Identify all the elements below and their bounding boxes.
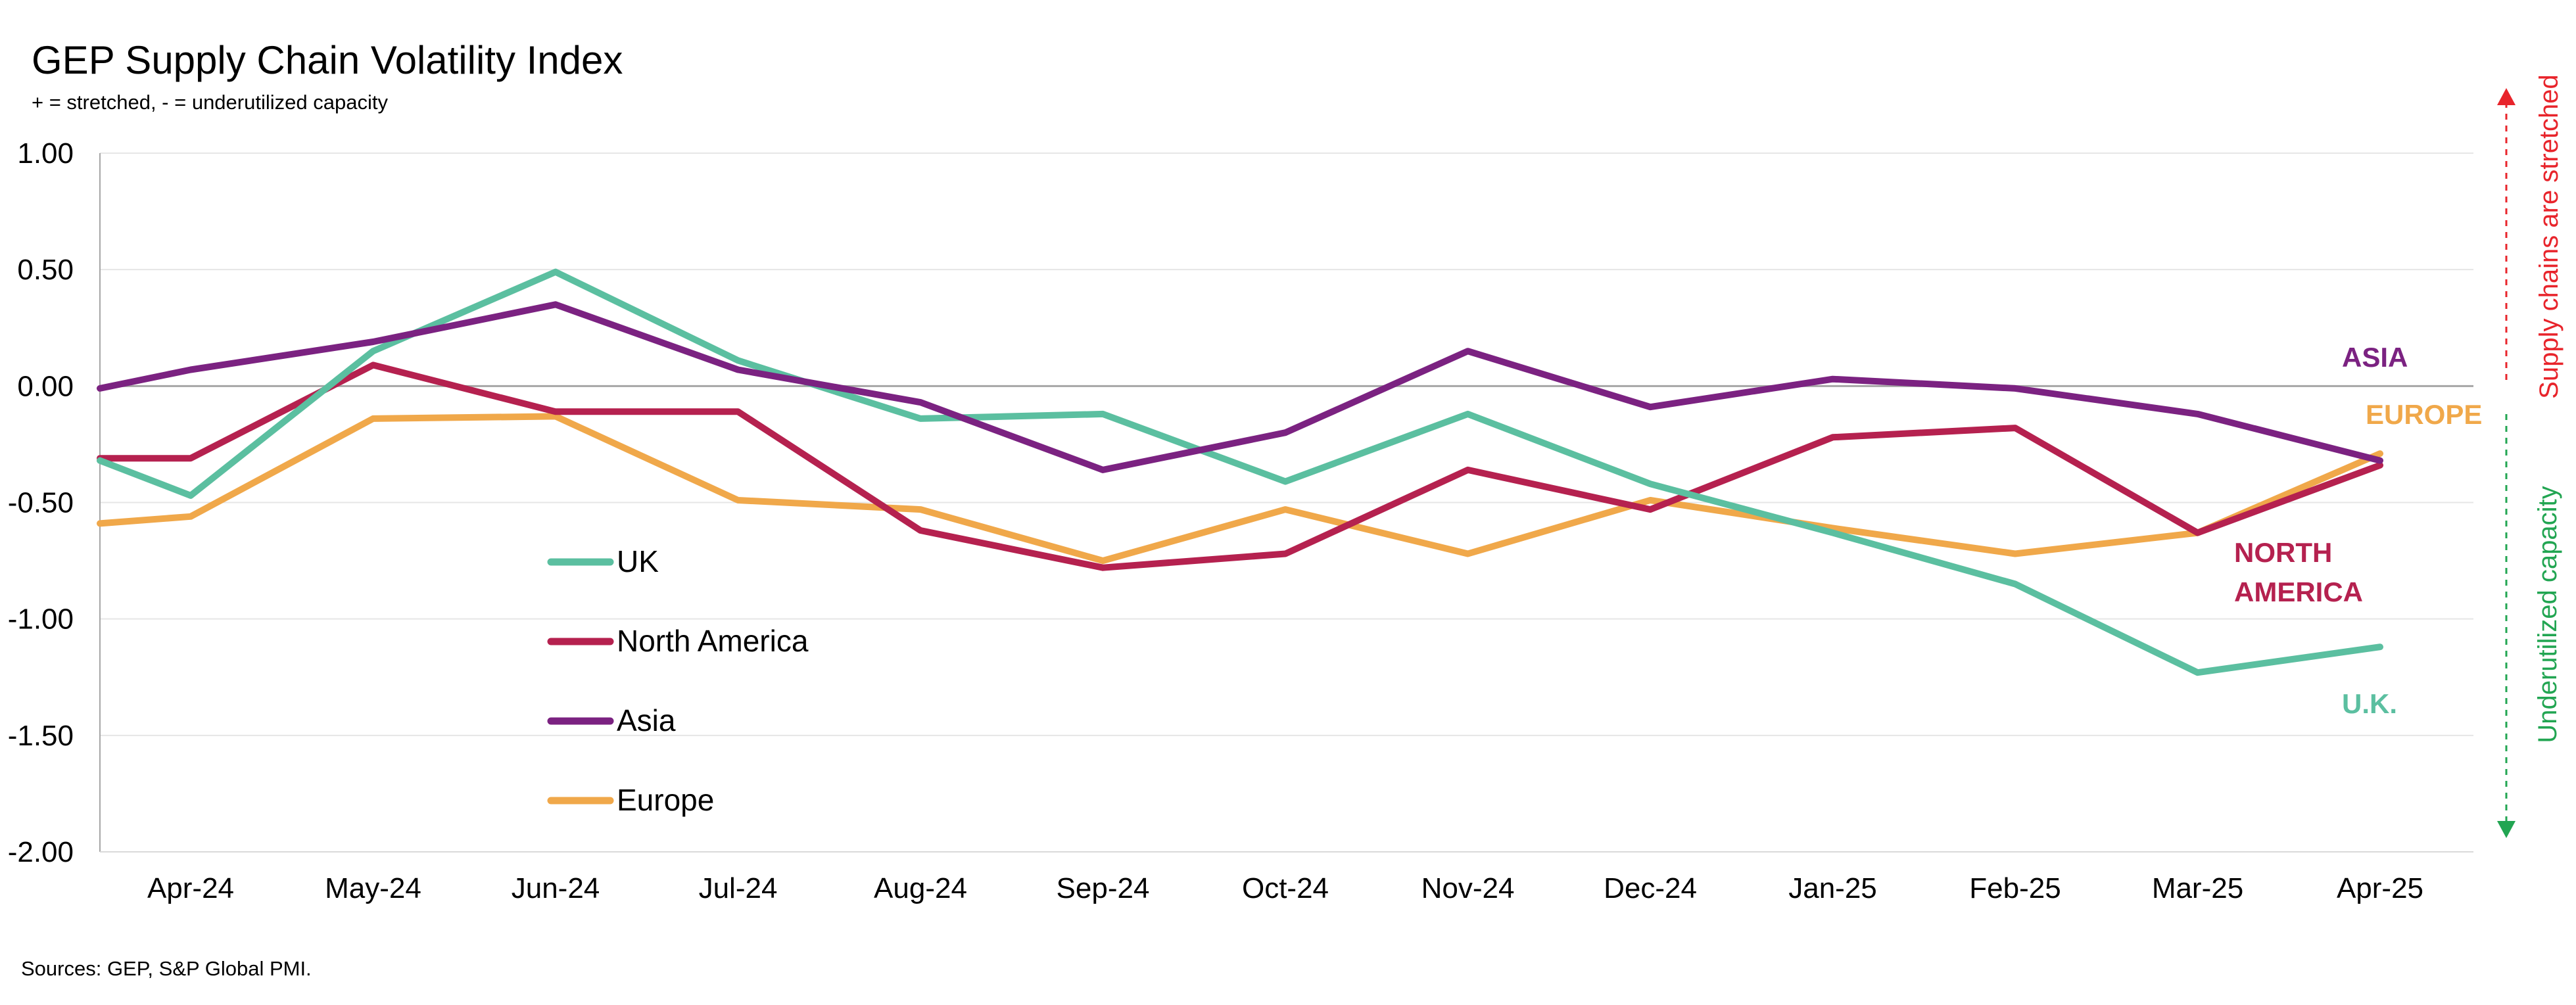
x-tick-label: Jun-24 [512, 872, 600, 904]
x-tick-label: Jan-25 [1788, 872, 1877, 904]
x-tick-label: Apr-24 [147, 872, 234, 904]
side-annotation: Supply chains are stretched Underutilize… [2497, 74, 2564, 838]
end-label-uk: U.K. [2342, 688, 2397, 719]
series-end-labels: U.K. NORTH AMERICA ASIA EUROPE [2234, 342, 2482, 719]
x-tick-label: Feb-25 [1969, 872, 2061, 904]
end-label-asia: ASIA [2342, 342, 2408, 373]
y-tick-label: -0.50 [8, 487, 74, 519]
series-lines [97, 268, 2383, 676]
y-tick-label: -2.00 [8, 836, 74, 868]
y-tick-label: 0.00 [17, 370, 74, 402]
legend-label-asia: Asia [617, 703, 676, 737]
y-tick-label: 1.00 [17, 137, 74, 170]
x-tick-label: Aug-24 [874, 872, 967, 904]
source-note: Sources: GEP, S&P Global PMI. [21, 957, 312, 980]
legend-label-europe: Europe [617, 783, 714, 817]
y-tick-label: 0.50 [17, 254, 74, 286]
x-tick-label: Sep-24 [1057, 872, 1150, 904]
legend-label-north-america: North America [617, 624, 809, 658]
underutilized-annotation: Underutilized capacity [2533, 486, 2562, 743]
series-line-asia [97, 301, 2383, 473]
x-tick-label: May-24 [325, 872, 421, 904]
x-axis-ticks: Apr-24 May-24 Jun-24 Jul-24 Aug-24 Sep-24 Oct-… [147, 872, 2423, 904]
chart-title: GEP Supply Chain Volatility Index [32, 38, 623, 82]
grid-lines [100, 152, 2473, 853]
chart-subtitle: + = stretched, - = underutilized capacit… [32, 91, 388, 114]
end-label-europe: EUROPE [2366, 399, 2482, 430]
y-axis-ticks: 1.00 0.50 0.00 -0.50 -1.00 -1.50 -2.00 [8, 137, 74, 868]
legend-label-uk: UK [617, 544, 659, 578]
x-tick-label: Dec-24 [1604, 872, 1697, 904]
stretched-annotation: Supply chains are stretched [2535, 74, 2564, 399]
end-label-north-america: NORTH AMERICA [2234, 537, 2363, 607]
x-tick-label: Jul-24 [699, 872, 778, 904]
x-tick-label: Nov-24 [1421, 872, 1515, 904]
series-line-north-america [97, 362, 2383, 571]
y-tick-label: -1.50 [8, 720, 74, 752]
legend: UK North America Asia Europe [547, 544, 809, 817]
x-tick-label: Oct-24 [1242, 872, 1329, 904]
up-arrow-icon [2497, 88, 2516, 105]
x-tick-label: Apr-25 [2337, 872, 2423, 904]
x-tick-label: Mar-25 [2152, 872, 2243, 904]
series-line-uk [97, 268, 2383, 676]
down-arrow-icon [2497, 821, 2516, 838]
series-line-europe [97, 413, 2383, 565]
y-tick-label: -1.00 [8, 603, 74, 636]
axes [99, 153, 2473, 853]
